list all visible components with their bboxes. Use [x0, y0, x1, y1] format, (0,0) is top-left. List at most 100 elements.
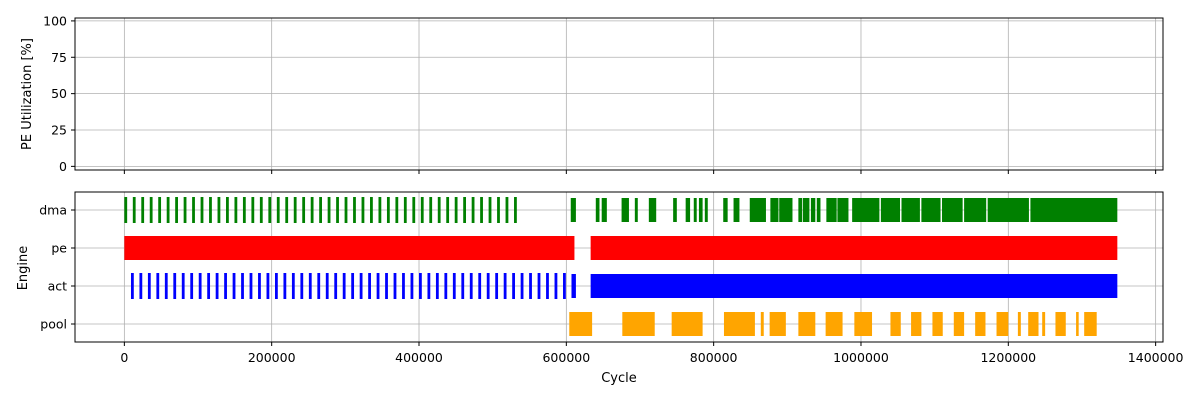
engine-bar-dma	[964, 198, 987, 222]
engine-bar-pool	[1084, 312, 1097, 336]
engine-bar-dma	[361, 197, 365, 223]
engine-y-tick-label-pool: pool	[40, 317, 67, 332]
engine-x-tick-label: 200000	[248, 350, 296, 365]
engine-bar-dma	[175, 197, 178, 223]
engine-bar-act	[308, 273, 312, 299]
engine-bar-dma	[370, 197, 373, 223]
engine-bar-dma	[268, 197, 272, 223]
utilization-y-tick-label: 100	[43, 13, 67, 28]
engine-bar-dma	[226, 197, 229, 223]
engine-bar-dma	[386, 197, 390, 223]
engine-bar-pool	[569, 312, 593, 336]
engine-bar-act	[274, 273, 278, 299]
engine-bar-dma	[987, 198, 1029, 222]
engine-bar-dma	[621, 198, 629, 222]
engine-bar-act	[224, 273, 227, 299]
engine-bar-pool	[911, 312, 922, 336]
engine-bar-pool	[953, 312, 965, 336]
engine-bar-act	[359, 273, 363, 299]
engine-bar-act	[410, 273, 414, 299]
engine-bar-act	[139, 273, 143, 299]
engine-bar-act	[393, 273, 397, 299]
engine-bar-dma	[901, 198, 920, 222]
engine-bar-pool	[1042, 312, 1046, 336]
engine-y-tick-label-act: act	[48, 279, 68, 294]
engine-frame	[74, 191, 1164, 343]
engine-bar-dma	[200, 197, 204, 223]
engine-bar-dma	[810, 198, 816, 222]
engine-bar-act	[512, 273, 515, 299]
engine-bar-dma	[770, 198, 779, 222]
engine-bar-act	[554, 273, 558, 299]
engine-bar-dma	[302, 197, 306, 223]
engine-bar-dma	[723, 198, 728, 222]
engine-bar-act	[325, 273, 329, 299]
engine-bar-act	[486, 273, 490, 299]
engine-bar-act	[198, 273, 202, 299]
engine-bar-pool	[1076, 312, 1079, 336]
engine-bar-pool	[1017, 312, 1021, 336]
utilization-frame	[74, 17, 1164, 171]
engine-bar-dma	[336, 197, 339, 223]
engine-bar-dma	[412, 197, 416, 223]
engine-bar-dma	[749, 198, 766, 222]
engine-bar-dma	[1030, 198, 1118, 222]
engine-bar-pool	[671, 312, 703, 336]
engine-bar-act	[207, 273, 211, 299]
utilization-y-axis-label: PE Utilization [%]	[20, 38, 35, 150]
engine-bar-pool	[769, 312, 786, 336]
engine-bar-pool	[996, 312, 1009, 336]
engine-bar-act	[469, 273, 473, 299]
engine-bar-act	[368, 273, 371, 299]
engine-y-tick-label-dma: dma	[39, 203, 67, 218]
engine-bar-dma	[570, 198, 576, 222]
engine-bar-dma	[826, 198, 837, 222]
engine-bar-act	[317, 273, 321, 299]
engine-bar-act	[147, 273, 151, 299]
engine-bar-dma	[158, 197, 162, 223]
engine-bar-act	[452, 273, 456, 299]
engine-bar-act	[258, 273, 261, 299]
engine-bar-act	[419, 273, 422, 299]
engine-bar-dma	[471, 197, 475, 223]
engine-x-tick-label: 1000000	[833, 350, 889, 365]
engine-bar-dma	[942, 198, 963, 222]
engine-bars	[124, 197, 1118, 336]
engine-x-tick-label: 1400000	[1128, 350, 1184, 365]
engine-bar-pool	[854, 312, 873, 336]
engine-bar-dma	[149, 197, 153, 223]
engine-bar-dma	[852, 198, 880, 222]
engine-bar-act	[571, 274, 576, 298]
engine-bar-dma	[685, 198, 691, 222]
engine-bar-dma	[816, 198, 821, 222]
engine-bar-act	[444, 273, 448, 299]
engine-bar-dma	[601, 198, 607, 222]
engine-bar-dma	[285, 197, 289, 223]
engine-bar-dma	[403, 197, 407, 223]
engine-ticks: 0 200000 400000 600000 800000 1000000 1200000 1…	[39, 203, 1183, 366]
engine-bar-act	[590, 274, 1118, 298]
engine-bar-dma	[595, 198, 600, 222]
engine-bar-act	[300, 273, 304, 299]
engine-x-axis-label: Cycle	[601, 371, 637, 386]
engine-bar-dma	[514, 197, 517, 223]
engine-bar-dma	[310, 197, 314, 223]
engine-timeline-panel: 0 200000 400000 600000 800000 1000000 1200000 1…	[16, 191, 1184, 386]
engine-bar-pe	[124, 236, 575, 260]
engine-bar-dma	[327, 197, 331, 223]
engine-bar-pool	[825, 312, 843, 336]
engine-bar-dma	[141, 197, 145, 223]
engine-bar-dma	[192, 197, 195, 223]
engine-bar-dma	[209, 197, 212, 223]
engine-bar-act	[376, 273, 380, 299]
engine-bar-act	[266, 273, 270, 299]
engine-bar-act	[173, 273, 177, 299]
engine-bar-pool	[1055, 312, 1066, 336]
engine-bar-dma	[693, 198, 697, 222]
engine-bar-dma	[880, 198, 901, 222]
engine-bar-dma	[454, 197, 458, 223]
engine-bar-act	[563, 273, 566, 299]
engine-bar-dma	[802, 198, 810, 222]
utilization-y-tick-label: 50	[51, 86, 67, 101]
engine-x-tick-label: 600000	[542, 350, 590, 365]
